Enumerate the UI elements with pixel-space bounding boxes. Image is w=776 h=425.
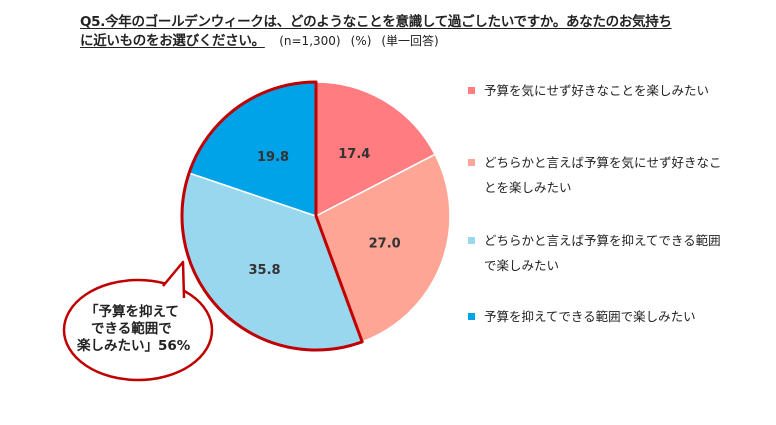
callout-line-2: できる範囲で: [91, 321, 172, 337]
pie-slices: [181, 81, 451, 351]
title-question-part2: に近いものをお選びください。: [80, 33, 265, 49]
callout-line-3: 楽しみたい」56%: [77, 338, 191, 354]
title-line-2: に近いものをお選びください。 (n=1,300) (%) (単一回答): [80, 32, 770, 51]
sample-size: (n=1,300): [279, 34, 341, 48]
pie-slice-1: [315, 81, 437, 218]
slice-value-label-1: 17.4: [338, 147, 370, 162]
legend-label-4: 予算を抑えてできる範囲で楽しみたい: [484, 304, 754, 329]
unit-label: (%): [350, 34, 372, 48]
slice-value-label-2: 27.0: [369, 237, 401, 252]
legend-label-line: とを楽しみたい: [484, 180, 572, 195]
legend-label-1: 予算を気にせず好きなことを楽しみたい: [484, 78, 754, 103]
legend-label-line: どちらかと言えば予算を気にせず好きなこ: [484, 155, 722, 170]
slice-value-label-3: 35.8: [249, 263, 281, 278]
legend-label-2: どちらかと言えば予算を気にせず好きなこ とを楽しみたい: [484, 150, 754, 200]
legend-swatch-4: [468, 313, 475, 320]
slice-value-label-4: 19.8: [257, 150, 289, 165]
callout-text: 「予算を抑えて できる範囲で 楽しみたい」56%: [77, 304, 235, 355]
callout-bubble: [62, 260, 214, 382]
legend-label-line: 予算を抑えてできる範囲で楽しみたい: [484, 309, 696, 324]
legend-swatch-1: [468, 87, 475, 94]
legend-label-3: どちらかと言えば予算を抑えてできる範囲 で楽しみたい: [484, 228, 754, 278]
legend-swatch-3: [468, 237, 475, 244]
answer-type: (単一回答): [381, 34, 439, 48]
legend-label-line: どちらかと言えば予算を抑えてできる範囲: [484, 233, 721, 248]
pie-value-labels: 17.4 27.0 35.8 19.8: [249, 147, 401, 278]
title-line-1: Q5.今年のゴールデンウィークは、どのようなことを意識して過ごしたいですか。あな…: [80, 13, 770, 32]
title-question-part1: Q5.今年のゴールデンウィークは、どのようなことを意識して過ごしたいですか。あな…: [80, 14, 672, 30]
callout-line-1: 「予算を抑えて: [85, 304, 179, 320]
highlight-outline-path: [180, 80, 364, 352]
legend-swatch-2: [468, 159, 475, 166]
callout-ellipse: [62, 278, 214, 382]
legend-label-line: 予算を気にせず好きなことを楽しみたい: [484, 83, 710, 98]
highlight-outline: [180, 80, 364, 352]
pie-slice-2: [315, 153, 451, 343]
title-notes: (n=1,300) (%) (単一回答): [279, 34, 449, 48]
callout-tail-fill: [166, 268, 182, 297]
legend-label-line: で楽しみたい: [484, 258, 560, 273]
chart-title: Q5.今年のゴールデンウィークは、どのようなことを意識して過ごしたいですか。あな…: [80, 13, 770, 51]
